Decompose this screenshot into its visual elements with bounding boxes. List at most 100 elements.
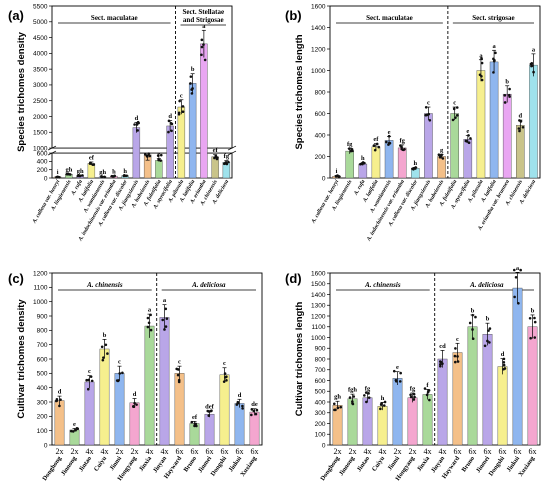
y-tick-label: 300 bbox=[315, 410, 326, 417]
data-point bbox=[177, 368, 180, 371]
y-tick-label: 1000 bbox=[311, 335, 326, 342]
bar bbox=[166, 125, 174, 179]
significance-letter: gh bbox=[65, 166, 72, 173]
ploidy-label: 2x bbox=[394, 447, 402, 456]
significance-letter: g bbox=[440, 147, 444, 154]
bar bbox=[200, 43, 208, 179]
data-point bbox=[181, 110, 185, 114]
data-point bbox=[364, 391, 368, 394]
group-label: Sect. Stellatae bbox=[182, 8, 224, 16]
x-tick-label: Xuxiang bbox=[517, 454, 536, 478]
data-point bbox=[339, 405, 343, 409]
data-point bbox=[214, 154, 218, 157]
significance-letter: h bbox=[381, 395, 385, 402]
data-point bbox=[367, 396, 371, 399]
data-point bbox=[456, 360, 460, 363]
ploidy-label: 2x bbox=[131, 447, 139, 456]
data-point bbox=[428, 119, 432, 122]
data-point bbox=[471, 328, 474, 331]
data-point bbox=[413, 395, 416, 399]
ploidy-label: 6x bbox=[484, 447, 492, 456]
significance-letter: h bbox=[123, 168, 127, 175]
ploidy-label: 2x bbox=[71, 447, 79, 456]
significance-letter: b bbox=[486, 316, 490, 323]
data-point bbox=[412, 398, 416, 401]
data-point bbox=[533, 336, 537, 339]
data-point bbox=[464, 139, 468, 143]
significance-letter: d bbox=[519, 113, 523, 120]
data-point bbox=[380, 402, 383, 405]
significance-letter: fg bbox=[347, 141, 353, 148]
group-label: Sect. strigosae bbox=[472, 14, 514, 22]
bar bbox=[219, 374, 230, 446]
data-point bbox=[181, 105, 185, 108]
bar bbox=[54, 400, 65, 446]
ploidy-label: 4x bbox=[101, 447, 109, 456]
significance-letter: a bbox=[532, 46, 536, 53]
bar bbox=[497, 366, 508, 446]
y-tick-label: 900 bbox=[315, 346, 326, 353]
data-point bbox=[365, 400, 368, 404]
data-point bbox=[136, 129, 139, 132]
data-point bbox=[170, 122, 174, 126]
bar bbox=[114, 373, 125, 446]
y-tick-label: 5000 bbox=[33, 19, 48, 26]
y-tick-label: 400 bbox=[315, 399, 326, 406]
x-tick-label: Jinnong bbox=[338, 454, 357, 477]
significance-letter: d bbox=[133, 391, 137, 398]
data-point bbox=[190, 420, 194, 424]
significance-letter: d bbox=[168, 113, 172, 120]
ploidy-label: 2x bbox=[334, 447, 342, 456]
data-point bbox=[518, 129, 521, 133]
bar bbox=[377, 406, 388, 446]
y-tick-label: 1600 bbox=[311, 3, 326, 10]
data-point bbox=[453, 354, 457, 358]
significance-letter: fg bbox=[399, 137, 405, 144]
significance-letter: c bbox=[88, 368, 91, 375]
group-label: A. deliciosa bbox=[469, 281, 504, 289]
data-point bbox=[494, 51, 497, 55]
bar bbox=[392, 378, 403, 446]
significance-letter: c bbox=[118, 359, 121, 366]
data-point bbox=[400, 147, 404, 151]
ploidy-label: 4x bbox=[379, 447, 387, 456]
data-point bbox=[58, 175, 61, 179]
data-point bbox=[512, 268, 516, 272]
significance-letter: de bbox=[251, 401, 258, 408]
data-point bbox=[147, 152, 151, 155]
significance-letter: gh bbox=[77, 168, 84, 175]
data-point bbox=[409, 395, 413, 399]
bar bbox=[362, 397, 373, 446]
data-point bbox=[176, 373, 180, 377]
data-point bbox=[492, 71, 495, 74]
data-point bbox=[161, 318, 165, 322]
data-point bbox=[403, 148, 406, 151]
significance-letter: d bbox=[238, 392, 242, 399]
data-point bbox=[428, 398, 431, 402]
data-point bbox=[67, 172, 71, 176]
data-point bbox=[454, 116, 457, 119]
bar bbox=[463, 139, 473, 179]
data-point bbox=[486, 339, 489, 343]
data-point bbox=[223, 372, 227, 375]
bar bbox=[512, 287, 523, 446]
data-point bbox=[455, 106, 459, 109]
data-point bbox=[452, 107, 456, 111]
panel-label: (b) bbox=[285, 8, 302, 23]
significance-letter: i bbox=[336, 168, 338, 175]
bar bbox=[397, 147, 407, 179]
data-point bbox=[222, 380, 226, 383]
significance-letter: d bbox=[501, 351, 505, 358]
y-tick-label: 2000 bbox=[33, 114, 48, 121]
data-point bbox=[103, 175, 106, 179]
data-point bbox=[502, 360, 506, 364]
data-point bbox=[399, 144, 402, 147]
data-point bbox=[121, 371, 124, 375]
data-point bbox=[352, 395, 356, 398]
significance-letter: cd bbox=[439, 343, 446, 350]
significance-letter: e bbox=[157, 151, 160, 158]
ploidy-label: 6x bbox=[251, 447, 259, 456]
data-point bbox=[519, 268, 522, 272]
significance-letter: e bbox=[466, 128, 469, 135]
